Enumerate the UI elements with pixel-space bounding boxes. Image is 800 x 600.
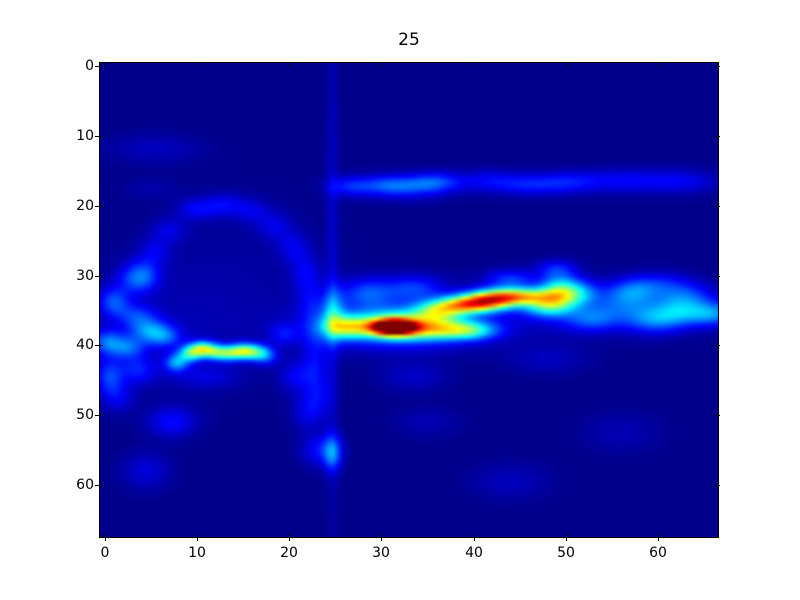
y-tick-label: 60 (76, 477, 94, 493)
x-tick-mark-top (474, 62, 475, 66)
y-tick-mark-right (715, 136, 720, 137)
x-tick-mark (658, 537, 659, 541)
y-tick-mark-right (715, 485, 720, 486)
y-tick-mark-right (715, 66, 720, 67)
y-tick-label: 10 (76, 128, 94, 144)
y-tick-mark-right (715, 276, 720, 277)
x-tick-mark-top (658, 62, 659, 66)
x-tick-mark-top (289, 62, 290, 66)
x-tick-mark-top (197, 62, 198, 66)
x-tick-mark-top (566, 62, 567, 66)
y-tick-mark (95, 345, 100, 346)
y-tick-mark (95, 136, 100, 137)
x-tick-mark (381, 537, 382, 541)
y-tick-label: 30 (76, 268, 94, 284)
y-tick-mark (95, 415, 100, 416)
x-tick-mark-top (105, 62, 106, 66)
x-tick-label: 60 (649, 545, 667, 561)
x-tick-mark-in (105, 534, 106, 537)
y-tick-mark-in (100, 136, 103, 137)
x-tick-label: 20 (280, 545, 298, 561)
y-tick-mark-in (100, 415, 103, 416)
y-tick-mark-in (100, 276, 103, 277)
chart-title: 25 (398, 30, 420, 50)
y-tick-label: 20 (76, 198, 94, 214)
x-tick-mark (289, 537, 290, 541)
y-tick-mark-in (100, 345, 103, 346)
heatmap-image (100, 63, 718, 537)
y-tick-label: 0 (85, 58, 94, 74)
x-tick-mark-in (474, 534, 475, 537)
x-tick-mark-in (197, 534, 198, 537)
y-tick-mark (95, 485, 100, 486)
x-tick-mark-top (381, 62, 382, 66)
y-tick-mark (95, 276, 100, 277)
y-tick-mark-right (715, 415, 720, 416)
x-tick-mark-in (381, 534, 382, 537)
x-tick-label: 40 (465, 545, 483, 561)
x-tick-mark (197, 537, 198, 541)
y-tick-mark-in (100, 66, 103, 67)
x-tick-label: 30 (372, 545, 390, 561)
y-tick-mark-right (715, 345, 720, 346)
x-tick-label: 10 (188, 545, 206, 561)
y-tick-label: 40 (76, 337, 94, 353)
y-tick-mark-in (100, 206, 103, 207)
x-tick-mark (566, 537, 567, 541)
x-tick-mark-in (566, 534, 567, 537)
y-tick-mark-right (715, 206, 720, 207)
x-tick-mark-in (289, 534, 290, 537)
y-tick-mark-in (100, 485, 103, 486)
x-tick-label: 50 (557, 545, 575, 561)
y-tick-mark (95, 66, 100, 67)
x-tick-mark (474, 537, 475, 541)
x-tick-mark (105, 537, 106, 541)
x-tick-mark-in (658, 534, 659, 537)
y-tick-mark (95, 206, 100, 207)
x-tick-label: 0 (100, 545, 110, 561)
y-tick-label: 50 (76, 407, 94, 423)
